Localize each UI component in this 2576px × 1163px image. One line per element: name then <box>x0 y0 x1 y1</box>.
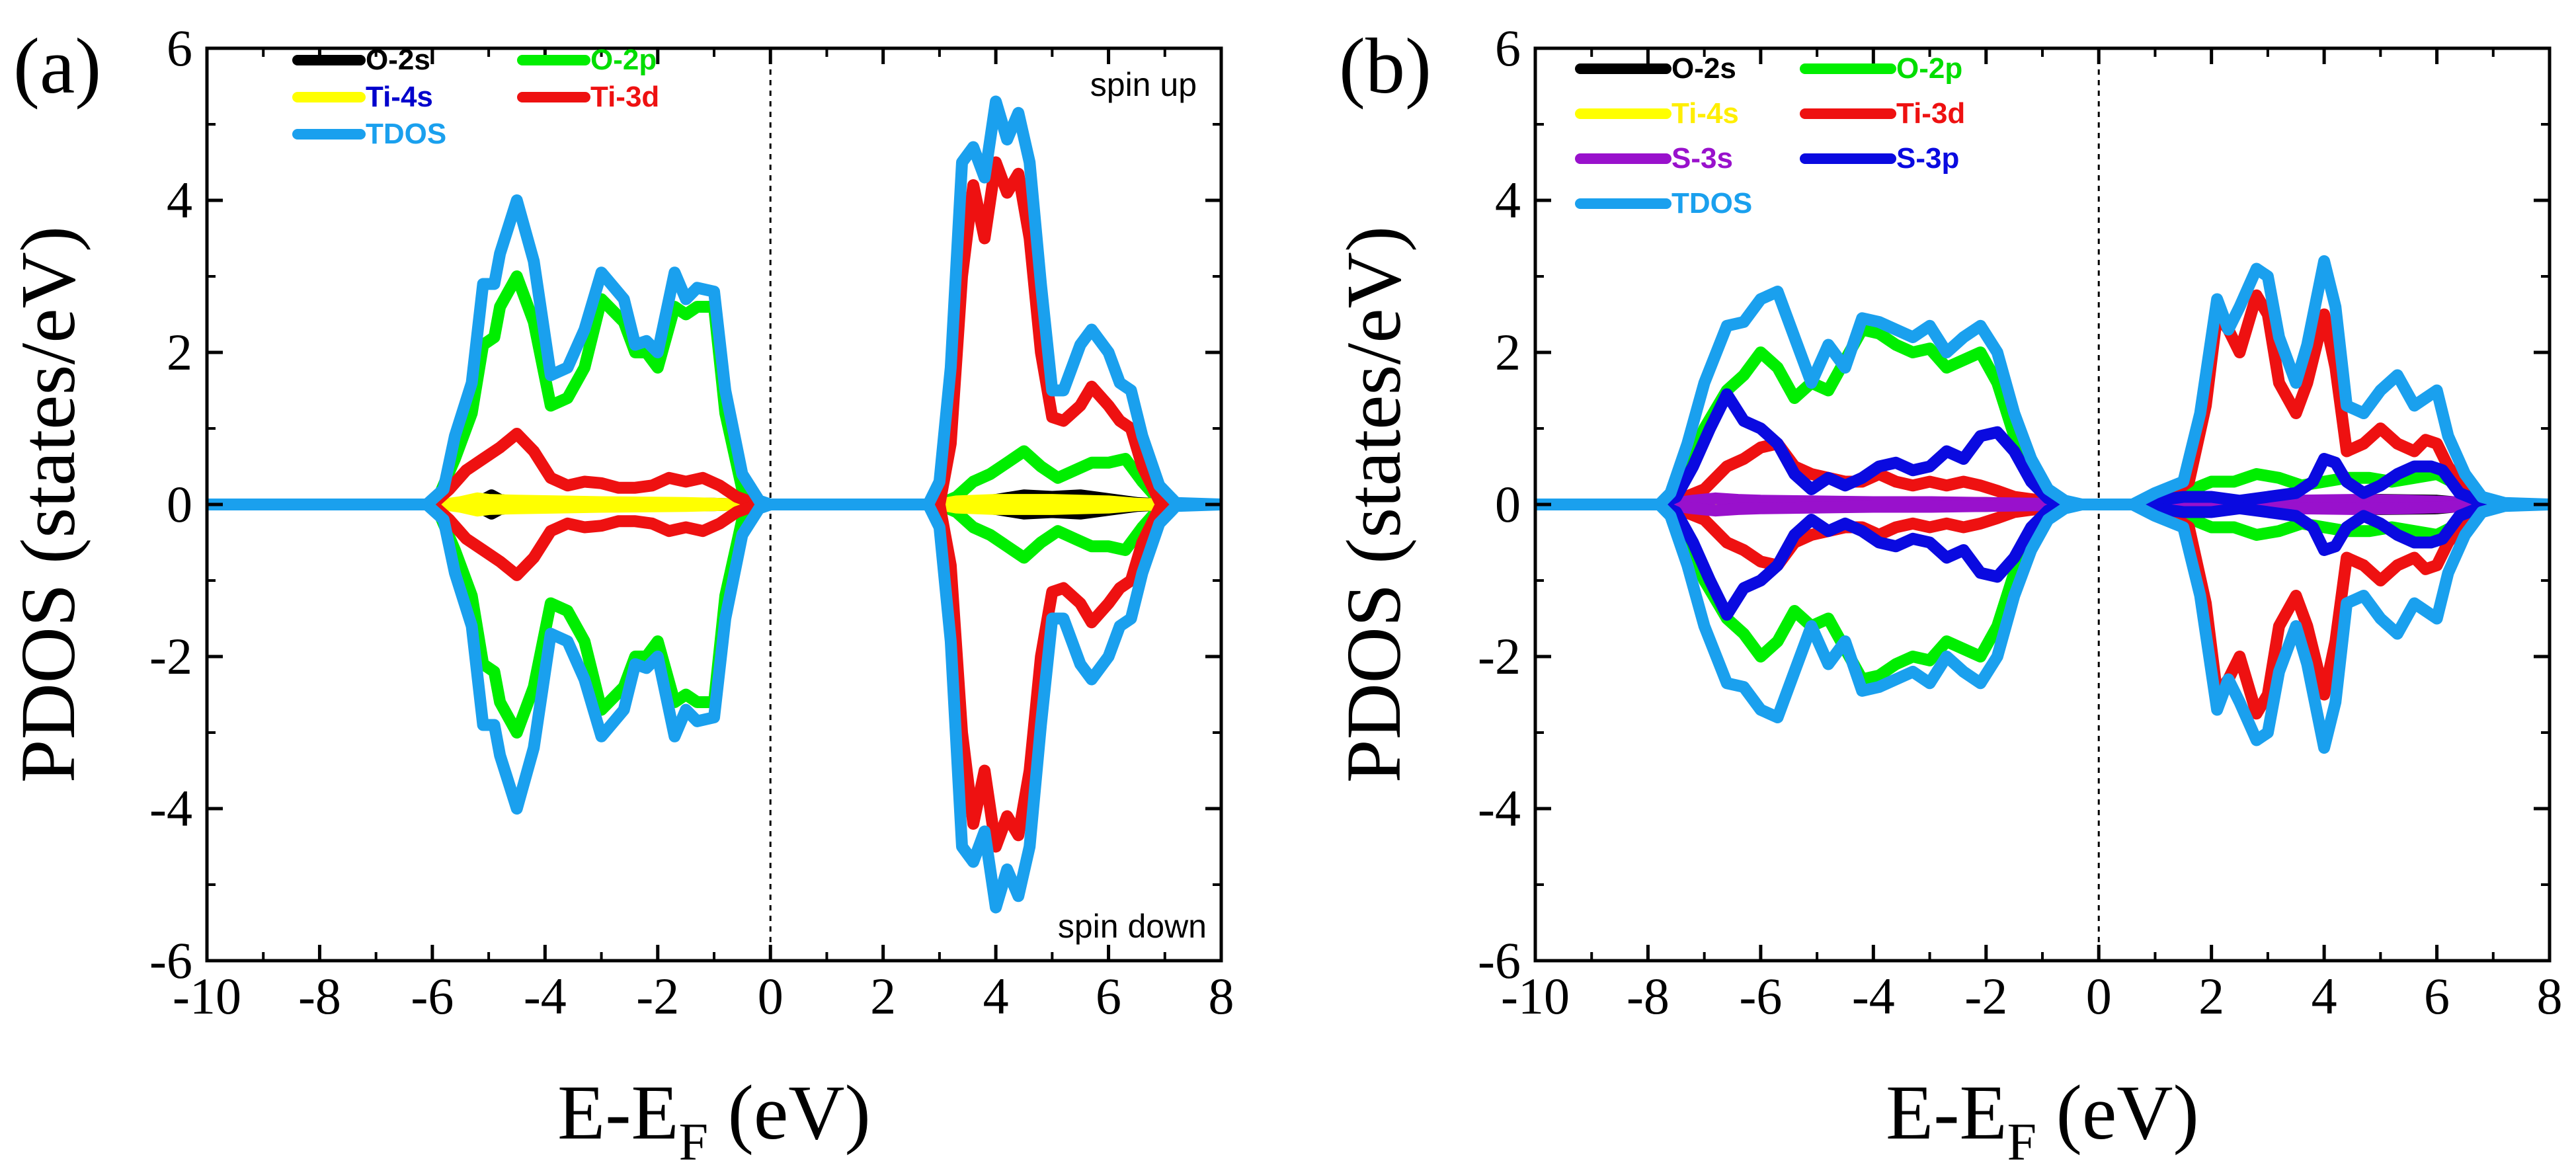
panel-label: (a) <box>13 22 101 110</box>
y-tick-label: 2 <box>1495 323 1521 381</box>
x-axis-title-main: E-E <box>557 1069 678 1156</box>
x-tick-label: 6 <box>1096 967 1121 1025</box>
y-tick-label: 6 <box>167 19 192 77</box>
x-tick-label: -8 <box>1627 967 1670 1025</box>
legend-label-tdos: TDOS <box>366 118 446 150</box>
x-tick-label: -6 <box>411 967 454 1025</box>
x-tick-label: -6 <box>1739 967 1782 1025</box>
panel-a: -10 -8 -6 -4 -2 0 2 4 6 8 -6 -4 -2 0 2 4 6 (a) PDOS (state… <box>5 19 1234 1163</box>
x-tick-label: 8 <box>1209 967 1234 1025</box>
x-tick-label: -4 <box>524 967 567 1025</box>
x-axis-title-subscript: F <box>2007 1113 2037 1163</box>
legend-label-s-3p: S-3p <box>1896 142 1959 175</box>
x-tick-label: -8 <box>298 967 341 1025</box>
y-tick-label: -4 <box>1478 780 1521 837</box>
series-tdos-spin-up-line <box>207 95 1221 510</box>
x-tick-label: 2 <box>870 967 896 1025</box>
legend: O-2s O-2p Ti-4s Ti-3d S-3s S-3p TDOS <box>1575 52 1965 220</box>
panel-b: -10 -8 -6 -4 -2 0 2 4 6 8 -6 -4 -2 0 2 4 6 (b) PDOS (state… <box>1330 19 2563 1163</box>
x-tick-label: -10 <box>1501 967 1570 1025</box>
legend-label-ti-4s: Ti-4s <box>1671 97 1739 130</box>
y-tick-label: -4 <box>149 780 192 837</box>
series-tdos-spin-down-line <box>1535 499 2550 754</box>
series-o-2p-spin-down-line <box>1535 499 2550 686</box>
x-tick-label: -10 <box>173 967 241 1025</box>
x-axis-title: E-EF (eV) <box>557 1069 871 1163</box>
y-tick-label: 6 <box>1495 19 1521 77</box>
y-tick-label: -2 <box>149 627 192 685</box>
x-tick-label: 0 <box>2086 967 2112 1025</box>
series-o-2p-spin-down-line <box>207 499 1221 739</box>
series-s-3s-spin-down-line <box>1535 499 2550 517</box>
series-s-3p-spin-up-line <box>1535 388 2550 510</box>
legend-label-s-3s: S-3s <box>1671 142 1733 175</box>
x-axis-title-main: E-E <box>1886 1069 2007 1156</box>
legend-label-ti-3d: Ti-3d <box>590 81 659 113</box>
x-axis-title-unit: (eV) <box>708 1069 871 1156</box>
legend-label-ti-4s: Ti-4s <box>366 81 433 113</box>
x-axis-title-subscript: F <box>679 1113 709 1163</box>
spin-down-annotation: spin down <box>1058 908 1207 945</box>
x-tick-label: -4 <box>1852 967 1895 1025</box>
y-tick-label: 2 <box>167 323 192 381</box>
x-tick-label: 4 <box>983 967 1009 1025</box>
x-axis-title: E-EF (eV) <box>1886 1069 2199 1163</box>
legend: O-2s O-2p Ti-4s Ti-3d TDOS <box>292 44 659 150</box>
legend-label-o-2s: O-2s <box>366 44 430 76</box>
y-tick-label: 0 <box>167 475 192 533</box>
series-o-2p-spin-up-line <box>1535 323 2550 510</box>
x-tick-label: 6 <box>2424 967 2450 1025</box>
x-tick-label: 0 <box>758 967 784 1025</box>
legend-label-o-2s: O-2s <box>1671 52 1736 85</box>
x-tick-label: -2 <box>1964 967 2007 1025</box>
y-tick-label: 4 <box>167 171 192 229</box>
x-tick-label: 2 <box>2198 967 2224 1025</box>
y-tick-label: -2 <box>1478 627 1521 685</box>
x-tick-label: 4 <box>2312 967 2337 1025</box>
panel-label: (b) <box>1339 22 1431 110</box>
legend-label-ti-3d: Ti-3d <box>1896 97 1965 130</box>
y-axis-title: PDOS (states/eV) <box>1330 226 1417 783</box>
legend-label-o-2p: O-2p <box>1896 52 1962 85</box>
x-tick-label: -2 <box>636 967 679 1025</box>
y-tick-label: 4 <box>1495 171 1521 229</box>
spin-up-annotation: spin up <box>1090 66 1197 103</box>
x-tick-label: 8 <box>2537 967 2563 1025</box>
y-tick-label: -6 <box>1478 932 1521 989</box>
legend-label-tdos: TDOS <box>1671 187 1752 220</box>
series-o-2p-spin-up-line <box>207 270 1221 510</box>
series-s-3p-spin-down-line <box>1535 499 2550 621</box>
x-axis-title-unit: (eV) <box>2036 1069 2199 1156</box>
y-axis-title: PDOS (states/eV) <box>5 226 91 783</box>
series-tdos-spin-down-line <box>207 499 1221 914</box>
legend-label-o-2p: O-2p <box>590 44 657 76</box>
y-tick-label: -6 <box>149 932 192 989</box>
y-tick-label: 0 <box>1495 475 1521 533</box>
